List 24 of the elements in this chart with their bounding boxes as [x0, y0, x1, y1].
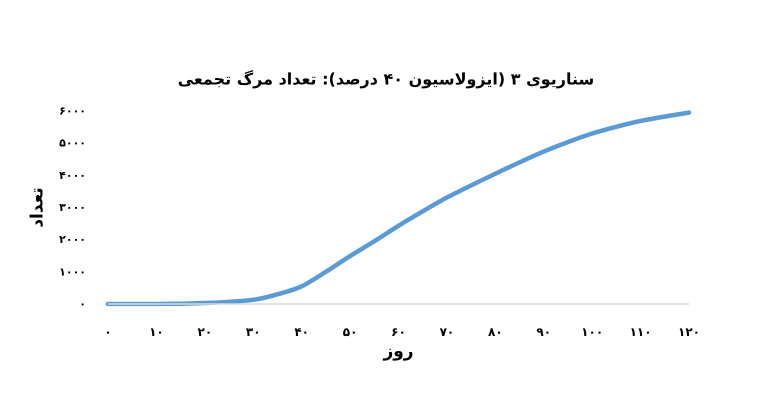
y-tick-label: ۰	[79, 298, 86, 310]
x-tick-label: ۴۰	[294, 325, 309, 339]
y-tick-label: ۳۰۰۰	[59, 201, 86, 214]
y-axis-title: تعداد	[28, 187, 48, 228]
x-tick-label: ۸۰	[488, 325, 503, 339]
x-axis-title: روز	[382, 341, 414, 362]
y-tick-label: ۴۰۰۰	[59, 168, 86, 182]
y-tick-label: ۵۰۰۰	[59, 136, 86, 150]
y-tick-label: ۲۰۰۰	[59, 233, 86, 246]
y-tick-label: ۶۰۰۰	[59, 104, 86, 118]
x-tick-label: ۷۰	[440, 325, 454, 339]
x-tick-label: ۱۰۰	[581, 325, 604, 339]
x-tick-label: ۰	[104, 325, 112, 339]
chart-title: سناریوی ۳ (ایزولاسیون ۴۰ درصد): تعداد مرگ تجمعی	[178, 70, 594, 88]
x-tick-label: ۱۰	[149, 325, 164, 339]
x-tick-label: ۱۱۰	[630, 325, 652, 339]
x-tick-label: ۵۰	[342, 325, 358, 339]
x-tick-label: ۶۰	[391, 325, 406, 339]
x-tick-label: ۳۰	[246, 325, 261, 339]
y-tick-label: ۱۰۰۰	[59, 265, 86, 278]
line-series	[106, 110, 692, 306]
x-tick-label: ۹۰	[536, 325, 552, 339]
x-tick-label: ۲۰	[198, 325, 212, 339]
x-tick-label: ۱۲۰	[678, 325, 700, 339]
